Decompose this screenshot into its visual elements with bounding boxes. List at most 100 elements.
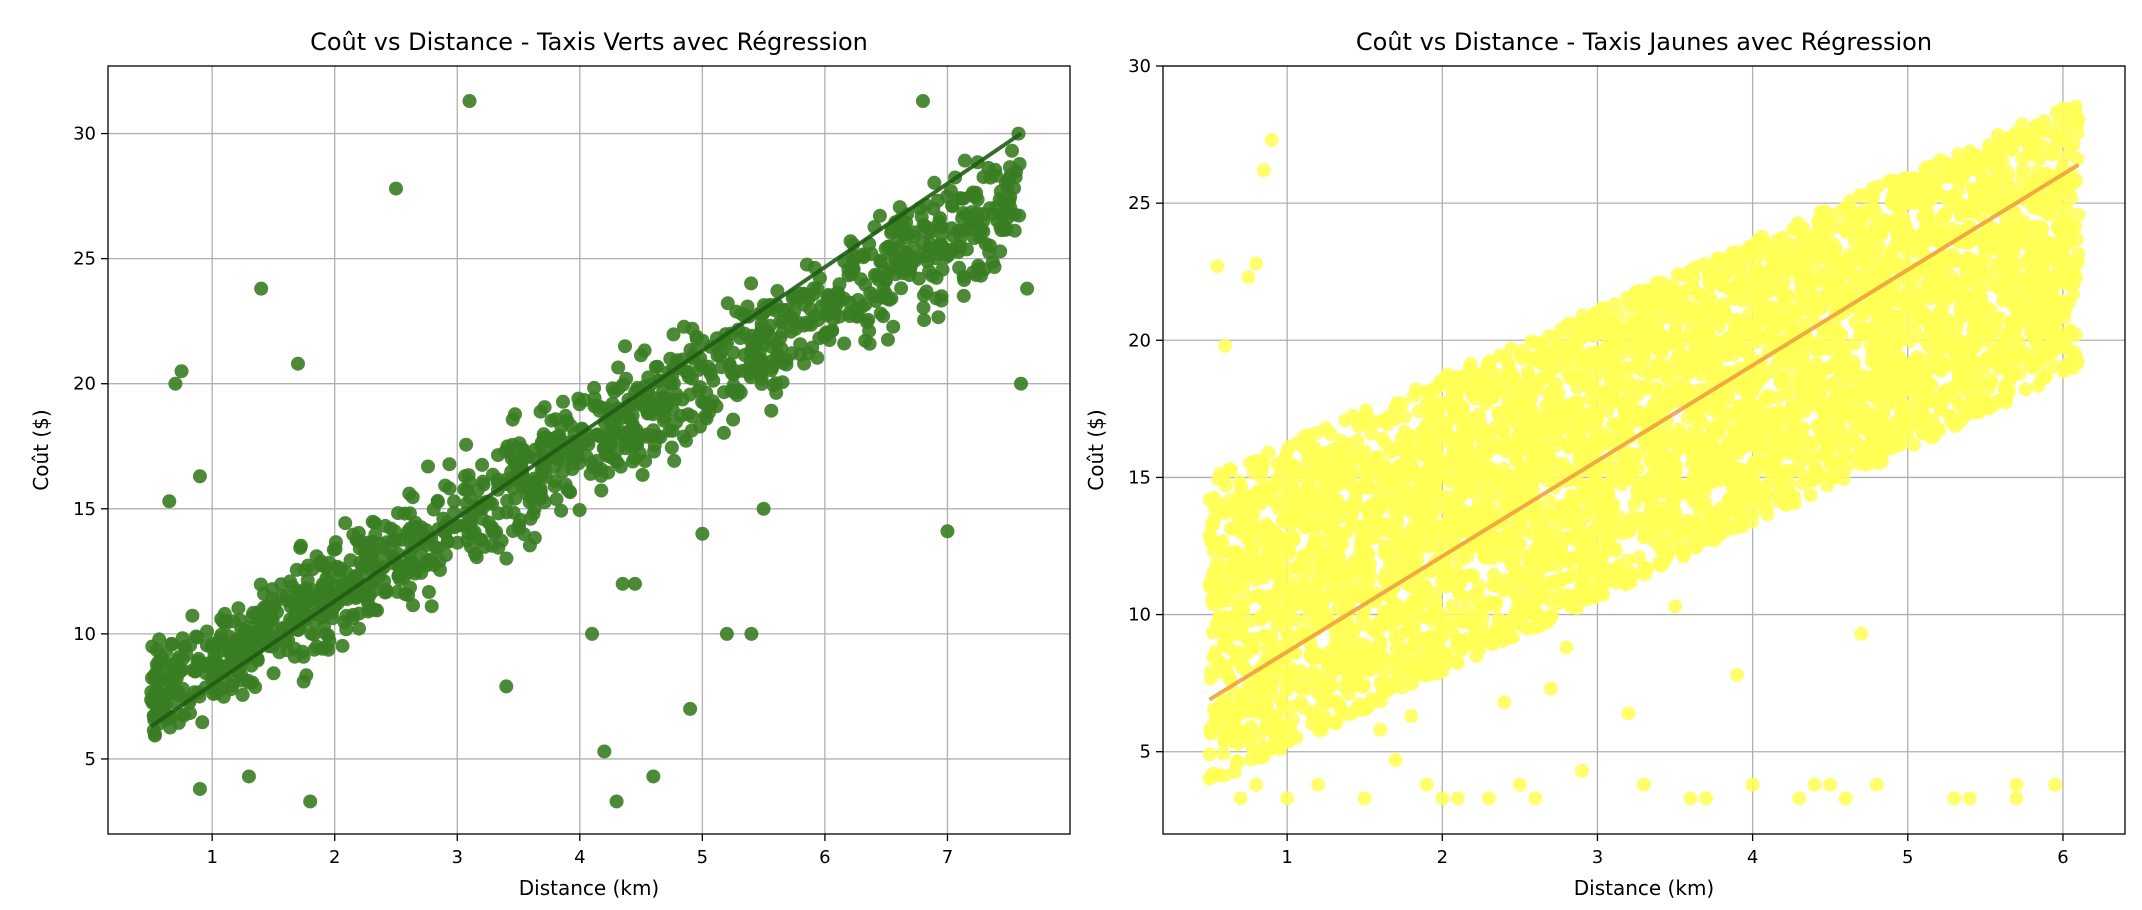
- chart1-point: [1456, 615, 1471, 630]
- chart0-point: [954, 191, 969, 206]
- chart0-point: [489, 524, 504, 539]
- chart1-point: [1607, 297, 1622, 312]
- chart0-point: [955, 211, 970, 226]
- chart0-point: [613, 459, 628, 474]
- chart0-point: [604, 437, 619, 452]
- chart0-xtick-label: 7: [942, 847, 953, 868]
- chart1-point: [1951, 147, 1966, 162]
- chart0-outlier-point: [756, 501, 771, 516]
- chart0-point: [447, 494, 462, 509]
- chart1-point: [1360, 460, 1375, 475]
- chart1-point: [2049, 321, 2064, 336]
- chart0-point: [873, 254, 888, 269]
- chart0-point: [773, 314, 788, 329]
- chart0-point: [527, 530, 542, 545]
- chart0-xtick-label: 2: [329, 847, 340, 868]
- chart0-point: [299, 668, 314, 683]
- chart0-point: [744, 276, 759, 291]
- chart0-outlier-point: [162, 494, 177, 509]
- chart0-xtick-label: 5: [697, 847, 708, 868]
- chart0-point: [934, 241, 949, 256]
- chart1-point: [1744, 245, 1759, 260]
- chart0-point: [233, 639, 248, 654]
- chart0-point: [527, 478, 542, 493]
- chart0-point: [894, 281, 909, 296]
- chart0-ytick-label: 20: [73, 374, 96, 395]
- chart1-point: [1937, 156, 1952, 171]
- chart0-point: [459, 437, 474, 452]
- chart0-point: [470, 483, 485, 497]
- chart1-point: [1960, 357, 1974, 372]
- chart0-point: [775, 375, 790, 390]
- chart1-point: [1663, 434, 1678, 449]
- chart1-point: [1650, 323, 1665, 337]
- chart0-point: [1005, 143, 1019, 158]
- chart0-point: [952, 260, 967, 275]
- chart1-point: [2050, 116, 2065, 131]
- chart0-point: [999, 222, 1014, 237]
- chart0-point: [656, 400, 671, 415]
- chart0-xtick-label: 6: [819, 847, 830, 868]
- chart1-point: [1758, 461, 1772, 476]
- chart1-point: [1216, 472, 1231, 486]
- chart0-point: [296, 601, 311, 616]
- chart0-point: [468, 546, 482, 561]
- chart1-point: [1829, 414, 1844, 428]
- chart0-point: [274, 577, 289, 592]
- chart0-outlier-point: [1020, 281, 1035, 296]
- chart1-point: [1804, 242, 1819, 257]
- chart1-point: [1701, 330, 1716, 345]
- chart0-point: [352, 621, 366, 636]
- chart0-point: [461, 468, 476, 483]
- chart0-point: [619, 371, 634, 386]
- chart0-point: [764, 403, 779, 418]
- chart0-point: [665, 423, 680, 438]
- chart1-point: [1846, 354, 1861, 369]
- chart1-point: [1836, 202, 1850, 217]
- chart0-point: [754, 372, 769, 387]
- chart0-outlier-point: [719, 626, 734, 641]
- chart1-point: [1734, 516, 1749, 531]
- chart0-point: [1012, 208, 1027, 223]
- chart1-point: [1599, 565, 1614, 580]
- chart0-point: [821, 292, 836, 307]
- chart0-ylabel: Coût ($): [29, 409, 53, 490]
- chart0-point: [350, 533, 365, 548]
- chart0-point: [516, 442, 531, 457]
- chart1-point: [1430, 487, 1445, 502]
- chart0-point: [927, 175, 942, 190]
- chart1-point: [1222, 640, 1237, 655]
- chart0-point: [198, 666, 213, 680]
- chart0-point: [156, 699, 171, 714]
- chart0-point: [190, 630, 205, 645]
- chart1-point: [1413, 467, 1428, 482]
- chart1-point: [2037, 124, 2052, 139]
- chart1-point: [1404, 505, 1419, 520]
- chart0-point: [666, 376, 681, 391]
- chart0-point: [793, 337, 808, 352]
- chart0-point: [404, 557, 419, 571]
- chart0-point: [779, 357, 794, 372]
- chart0-outlier-point: [303, 794, 318, 809]
- chart0-point: [544, 413, 559, 428]
- chart0-point: [825, 323, 839, 338]
- chart1-point: [1861, 438, 1876, 453]
- chart1-point: [1401, 549, 1416, 564]
- chart1-point: [1213, 655, 1227, 669]
- chart0-point: [639, 429, 654, 444]
- chart1-point: [1379, 565, 1394, 580]
- chart0-point: [505, 412, 520, 427]
- chart1-point: [1630, 483, 1645, 498]
- chart1-point: [1281, 734, 1296, 749]
- chart1-point: [1442, 474, 1457, 489]
- chart1-point: [1968, 147, 1982, 162]
- chart0-point: [916, 235, 931, 250]
- chart0-point: [293, 538, 308, 553]
- chart1-point: [2004, 189, 2019, 204]
- chart0-point: [843, 234, 858, 249]
- chart0-point: [635, 467, 650, 482]
- chart0-point: [971, 261, 986, 276]
- chart0-point: [650, 359, 665, 374]
- chart0-point: [548, 474, 563, 489]
- chart0-point: [954, 223, 969, 238]
